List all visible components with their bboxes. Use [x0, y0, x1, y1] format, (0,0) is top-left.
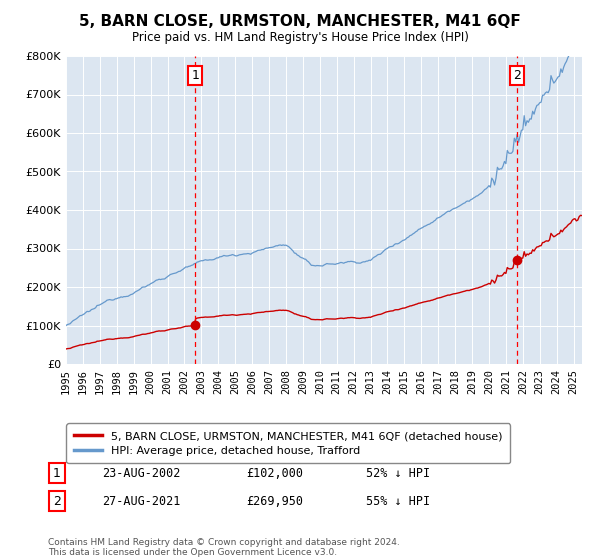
Text: 2: 2 [53, 494, 61, 508]
Text: 1: 1 [53, 466, 61, 480]
Text: 2: 2 [513, 69, 521, 82]
Text: 1: 1 [191, 69, 199, 82]
Text: 5, BARN CLOSE, URMSTON, MANCHESTER, M41 6QF: 5, BARN CLOSE, URMSTON, MANCHESTER, M41 … [79, 14, 521, 29]
Text: 27-AUG-2021: 27-AUG-2021 [102, 494, 181, 508]
Text: 23-AUG-2002: 23-AUG-2002 [102, 466, 181, 480]
Text: £269,950: £269,950 [246, 494, 303, 508]
Text: £102,000: £102,000 [246, 466, 303, 480]
Text: Price paid vs. HM Land Registry's House Price Index (HPI): Price paid vs. HM Land Registry's House … [131, 31, 469, 44]
Text: 55% ↓ HPI: 55% ↓ HPI [366, 494, 430, 508]
Legend: 5, BARN CLOSE, URMSTON, MANCHESTER, M41 6QF (detached house), HPI: Average price: 5, BARN CLOSE, URMSTON, MANCHESTER, M41 … [67, 423, 510, 464]
Text: 52% ↓ HPI: 52% ↓ HPI [366, 466, 430, 480]
Text: Contains HM Land Registry data © Crown copyright and database right 2024.
This d: Contains HM Land Registry data © Crown c… [48, 538, 400, 557]
